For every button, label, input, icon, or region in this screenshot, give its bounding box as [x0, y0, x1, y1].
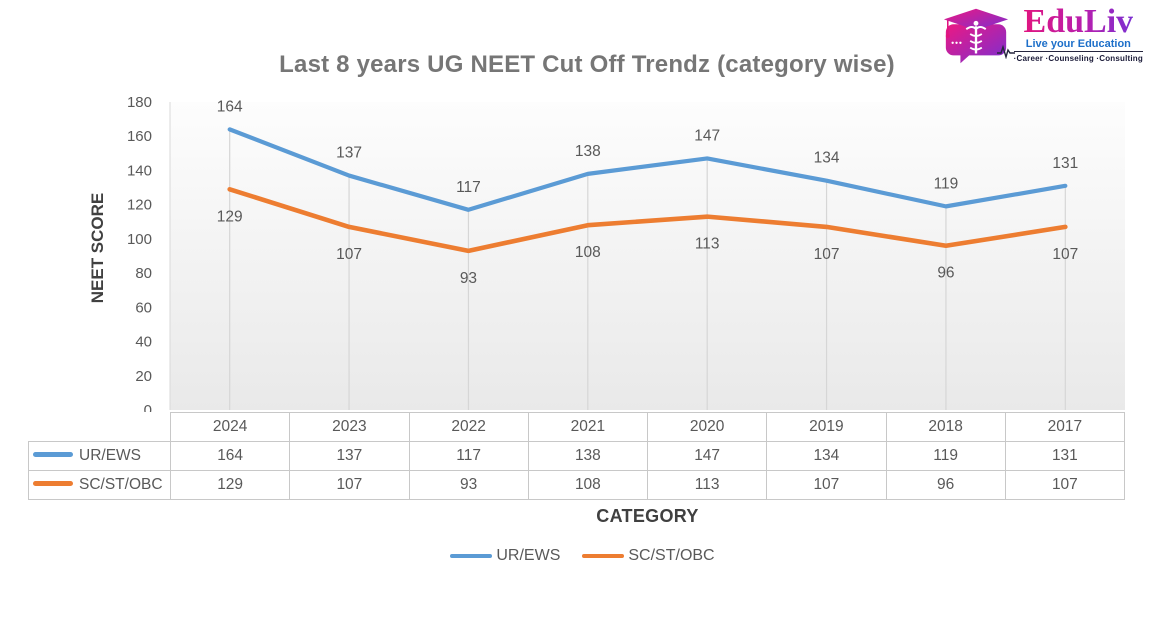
year-header-cell: 2024	[169, 412, 291, 442]
legend-item: UR/EWS	[450, 547, 560, 565]
year-header-cell: 2021	[527, 412, 649, 442]
series-line-ur-ews	[227, 127, 1068, 212]
y-tick-label: 100	[127, 231, 152, 248]
value-cell: 164	[169, 441, 291, 471]
data-label: 119	[934, 175, 959, 192]
series-line-sc-st-obc	[227, 186, 1068, 254]
year-header-cell: 2020	[646, 412, 768, 442]
chart-legend: UR/EWS SC/ST/OBC	[8, 547, 1149, 565]
data-label: 117	[456, 179, 481, 196]
value-cell: 131	[1004, 441, 1126, 471]
value-cell: 134	[766, 441, 887, 471]
data-label: 138	[575, 143, 601, 160]
heartbeat-pulse-icon	[996, 44, 1015, 60]
data-label: 129	[217, 208, 243, 225]
value-cell: 117	[408, 441, 529, 471]
logo-services-text: ·Career ·Counseling ·Consulting	[1013, 53, 1143, 63]
legend-line-swatch-icon	[582, 553, 625, 559]
legend-item: SC/ST/OBC	[582, 547, 715, 565]
logo-tagline: Live your Education	[1025, 38, 1131, 51]
table-corner-cell	[28, 412, 171, 442]
series-line-swatch-icon	[33, 481, 73, 486]
logo-services-line: ·Career ·Counseling ·Consulting	[996, 44, 1143, 63]
y-tick-label: 120	[127, 197, 152, 214]
data-label: 96	[937, 265, 954, 282]
table-row: SC/ST/OBC 129 107 93 108 113 107 96 107	[28, 470, 1126, 500]
value-cell: 107	[1004, 470, 1126, 500]
value-cell: 129	[169, 470, 291, 500]
y-tick-label: 60	[135, 299, 152, 316]
year-header-cell: 2018	[885, 412, 1006, 442]
value-cell: 107	[766, 470, 887, 500]
plot-area-background	[170, 102, 1125, 410]
legend-label: SC/ST/OBC	[628, 547, 715, 564]
x-axis-title: CATEGORY	[596, 506, 699, 526]
value-cell: 96	[885, 470, 1006, 500]
y-tick-label: 140	[127, 162, 152, 179]
data-label: 164	[217, 98, 243, 115]
legend-label: UR/EWS	[496, 547, 561, 564]
year-header-cell: 2017	[1004, 412, 1126, 442]
year-header-cell: 2022	[408, 412, 529, 442]
logo-brand-text: EduLiv	[1023, 3, 1134, 40]
y-axis-title: NEET SCORE	[88, 193, 107, 304]
value-cell: 138	[527, 441, 649, 471]
value-cell: 107	[289, 470, 410, 500]
y-tick-label: 160	[127, 128, 152, 145]
value-cell: 93	[408, 470, 529, 500]
eduliv-logo: EduLiv Live your Education ·Career ·Coun…	[940, 3, 1143, 64]
y-tick-label: 80	[135, 265, 152, 282]
value-cell: 108	[527, 470, 649, 500]
graduation-cap-caduceus-icon	[943, 8, 1008, 64]
data-label: 113	[695, 236, 720, 253]
chart-title: Last 8 years UG NEET Cut Off Trendz (cat…	[279, 51, 895, 78]
series-name-cell: SC/ST/OBC	[28, 470, 171, 500]
y-tick-label: 20	[135, 368, 152, 385]
data-label: 147	[694, 127, 720, 144]
data-label: 137	[336, 145, 362, 162]
value-cell: 147	[646, 441, 768, 471]
series-line-swatch-icon	[33, 452, 73, 457]
data-label: 107	[1052, 246, 1078, 263]
y-tick-label: 180	[127, 94, 152, 111]
data-label: 93	[460, 270, 477, 287]
chart-data-table: 2024 2023 2022 2021 2020 2019 2018 2017 UR/EWS 16…	[28, 412, 1126, 500]
value-cell: 113	[646, 470, 768, 500]
table-row: UR/EWS 164 137 117 138 147 134 119 131	[28, 441, 1126, 471]
value-cell: 119	[885, 441, 1006, 471]
data-label: 107	[336, 246, 362, 263]
data-label: 107	[814, 246, 840, 263]
data-label: 134	[814, 150, 840, 167]
logo-text-block: EduLiv Live your Education ·Career ·Coun…	[996, 3, 1143, 63]
legend-line-swatch-icon	[450, 553, 493, 559]
year-header-cell: 2019	[766, 412, 887, 442]
y-tick-label: 40	[135, 334, 152, 351]
series-name-cell: UR/EWS	[28, 441, 171, 471]
value-cell: 137	[289, 441, 410, 471]
data-label: 131	[1052, 155, 1078, 172]
data-label: 108	[575, 244, 601, 261]
year-header-cell: 2023	[289, 412, 410, 442]
line-chart-plot: 0 20 40 60 80 100 120 140 160 180 NEET SCORE 164 137…	[88, 94, 1125, 412]
y-tick-label: 0	[144, 402, 152, 412]
